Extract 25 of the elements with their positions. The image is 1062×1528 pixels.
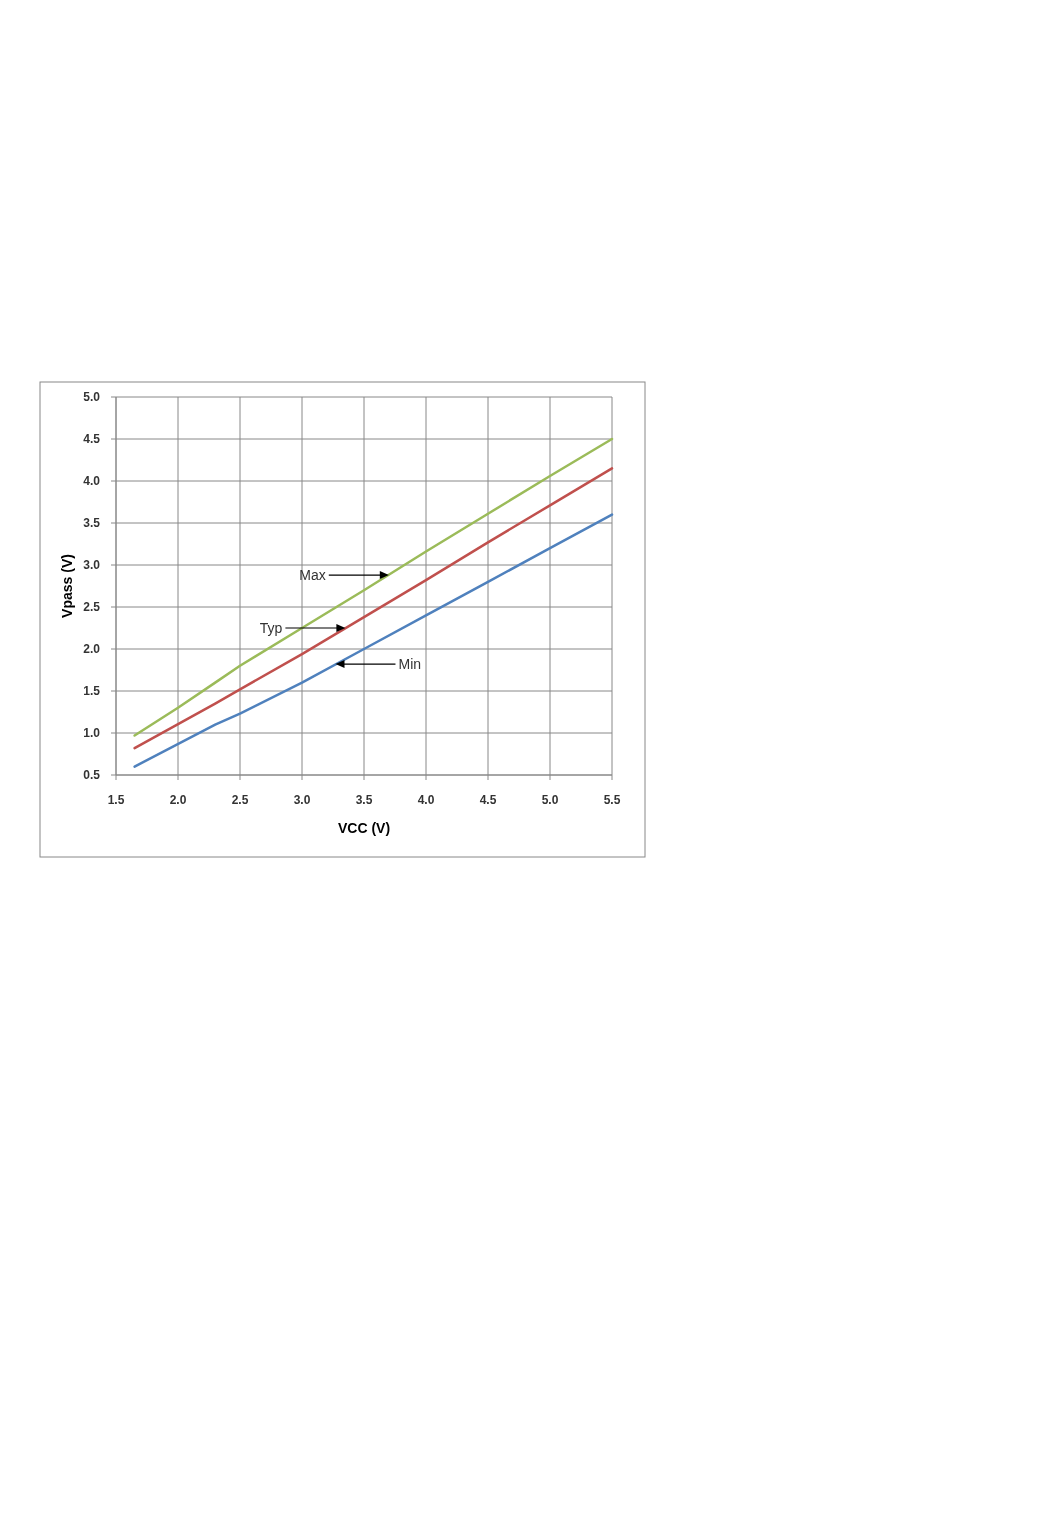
y-tick-label: 1.5 — [83, 684, 101, 698]
x-tick-label: 4.0 — [417, 793, 435, 807]
y-tick-label: 3.0 — [83, 558, 101, 572]
x-tick-label: 3.5 — [355, 793, 373, 807]
annotation: Max — [299, 567, 326, 584]
annotation: Typ — [259, 620, 283, 636]
x-tick-label: 5.5 — [603, 793, 621, 807]
y-tick-label: 5.0 — [83, 390, 101, 404]
y-tick-label: 4.0 — [83, 474, 101, 488]
y-tick-label: 3.5 — [83, 516, 101, 530]
x-tick-label: 4.5 — [479, 793, 497, 807]
x-tick-label: 2.5 — [231, 793, 249, 807]
line-series — [133, 513, 614, 768]
y-tick-label: 4.5 — [83, 432, 101, 446]
x-tick-label: 3.0 — [293, 793, 311, 807]
y-tick-label: 2.5 — [83, 600, 101, 614]
annotation: Min — [398, 656, 422, 673]
y-tick-label: 2.0 — [83, 642, 101, 656]
y-axis-title: Vpass (V) — [59, 554, 75, 618]
x-tick-label: 2.0 — [169, 793, 187, 807]
x-tick-label: 1.5 — [107, 793, 125, 807]
x-axis-title: VCC (V) — [337, 820, 391, 836]
y-tick-label: 1.0 — [83, 726, 101, 740]
x-tick-label: 5.0 — [541, 793, 559, 807]
y-tick-label: 0.5 — [83, 768, 101, 782]
